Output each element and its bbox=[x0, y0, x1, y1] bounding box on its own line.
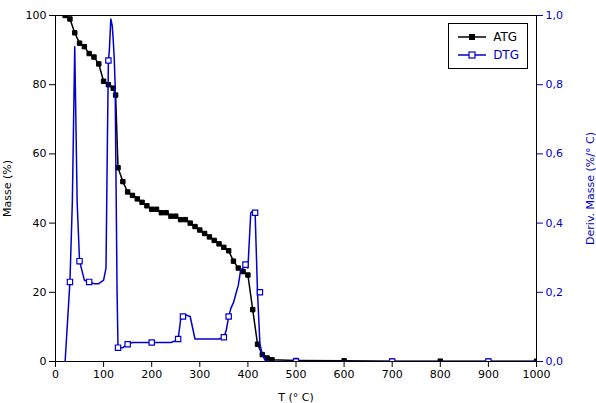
svg-text:300: 300 bbox=[189, 368, 210, 381]
html-text:DTG: DTG bbox=[493, 48, 519, 62]
svg-text:500: 500 bbox=[286, 368, 307, 381]
svg-text:100: 100 bbox=[93, 368, 114, 381]
svg-text:100: 100 bbox=[26, 9, 47, 22]
svg-text:20: 20 bbox=[33, 286, 47, 299]
svg-text:0,6: 0,6 bbox=[546, 147, 564, 160]
svg-text:800: 800 bbox=[430, 368, 451, 381]
html-text:ATG: ATG bbox=[493, 30, 517, 44]
svg-text:900: 900 bbox=[478, 368, 499, 381]
svg-text:600: 600 bbox=[334, 368, 355, 381]
svg-text:0,2: 0,2 bbox=[546, 286, 564, 299]
svg-text:200: 200 bbox=[141, 368, 162, 381]
svg-text:0,4: 0,4 bbox=[546, 217, 564, 230]
svg-text:80: 80 bbox=[33, 78, 47, 91]
svg-text:T (° C): T (° C) bbox=[277, 391, 313, 403]
svg-text:60: 60 bbox=[33, 147, 47, 160]
svg-text:40: 40 bbox=[33, 217, 47, 230]
svg-text:Masse (%): Masse (%) bbox=[1, 160, 14, 217]
svg-text:400: 400 bbox=[237, 368, 258, 381]
svg-text:1,0: 1,0 bbox=[546, 9, 564, 22]
svg-text:1000: 1000 bbox=[523, 368, 551, 381]
svg-text:0,0: 0,0 bbox=[546, 355, 564, 368]
svg-text:0: 0 bbox=[52, 368, 59, 381]
svg-text:700: 700 bbox=[382, 368, 403, 381]
svg-text:Deriv. Masse (%/° C): Deriv. Masse (%/° C) bbox=[584, 132, 596, 245]
svg-text:0: 0 bbox=[40, 355, 47, 368]
svg-text:0,8: 0,8 bbox=[546, 78, 564, 91]
